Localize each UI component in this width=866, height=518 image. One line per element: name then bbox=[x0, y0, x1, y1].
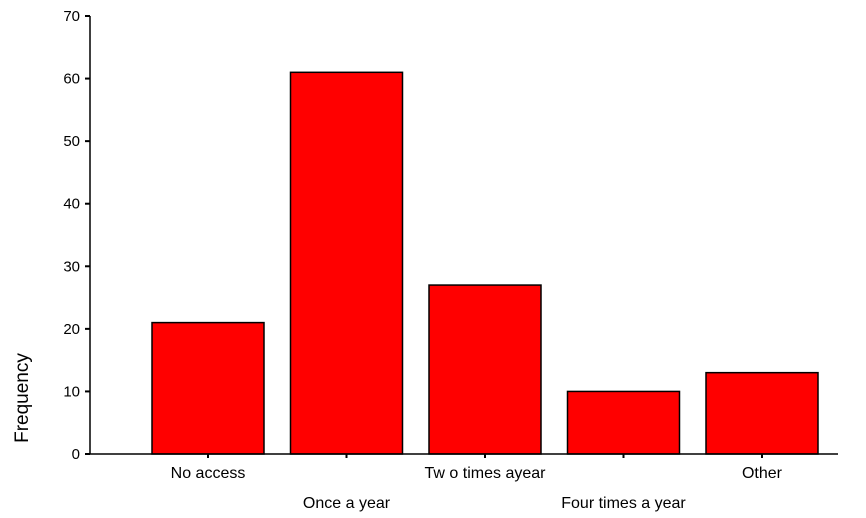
y-tick-label: 0 bbox=[72, 446, 80, 463]
y-tick-label: 30 bbox=[63, 258, 80, 275]
y-tick-label: 50 bbox=[63, 133, 80, 150]
y-axis-ticks: 0 10 20 30 40 50 60 70 bbox=[63, 8, 90, 463]
bar-once-a-year bbox=[289, 71, 404, 455]
y-tick-label: 20 bbox=[63, 321, 80, 338]
x-tick-label: Four times a year bbox=[561, 495, 686, 512]
x-tick-label: No access bbox=[171, 465, 246, 482]
bar-four-times-a-year bbox=[566, 390, 681, 455]
y-tick-label: 40 bbox=[63, 196, 80, 213]
bar-no-access bbox=[151, 321, 265, 455]
bar-other bbox=[705, 371, 819, 455]
bar-two-times-ayear bbox=[428, 284, 542, 455]
bars-layer bbox=[151, 71, 819, 455]
x-tick-label: Once a year bbox=[303, 495, 391, 512]
y-tick-label: 60 bbox=[63, 71, 80, 88]
y-tick-label: 70 bbox=[63, 8, 80, 25]
y-tick-label: 10 bbox=[63, 383, 80, 400]
x-tick-label: Other bbox=[742, 465, 783, 482]
axes-layer bbox=[89, 16, 838, 455]
x-tick-label: Tw o times ayear bbox=[425, 465, 547, 482]
x-axis-labels: No access Once a year Tw o times ayear Four… bbox=[171, 454, 783, 512]
y-axis-title: Frequency bbox=[12, 353, 33, 443]
